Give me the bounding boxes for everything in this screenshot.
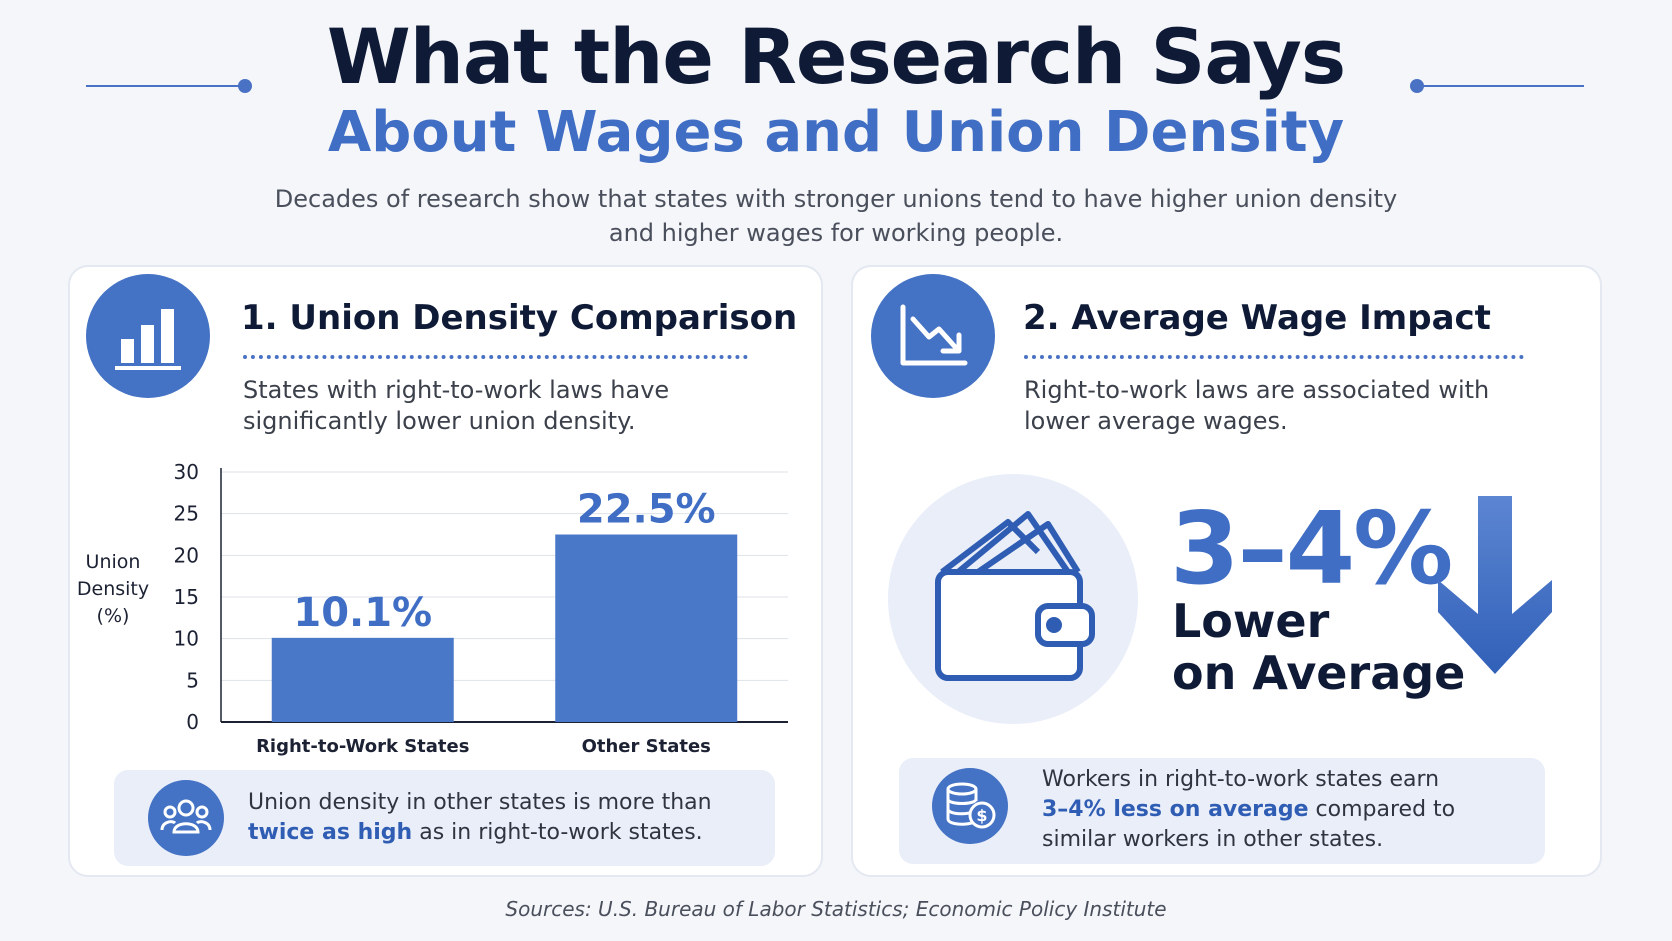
y-tick-label: 15 — [174, 585, 199, 609]
title-decoration-left-line — [86, 85, 244, 87]
wage-gap-value: 3–4% — [1170, 490, 1453, 607]
wage-gap-caption-line-1: Lower — [1172, 594, 1330, 648]
union-density-callout-highlight: twice as high — [248, 820, 413, 845]
y-tick-label: 5 — [186, 668, 199, 692]
page-title: What the Research Says — [326, 12, 1346, 101]
svg-text:$: $ — [976, 806, 987, 825]
sources-footnote: Sources: U.S. Bureau of Labor Statistics… — [505, 897, 1167, 921]
union-density-callout-line-1: Union density in other states is more th… — [248, 790, 712, 815]
wallet-icon — [888, 474, 1138, 724]
y-axis-label: Union — [86, 551, 141, 573]
wage-impact-desc-line-1: Right-to-work laws are associated with — [1024, 376, 1490, 404]
wage-impact-desc-line-2: lower average wages. — [1024, 407, 1288, 435]
union-density-callout — [114, 770, 775, 866]
wage-impact-callout-line-2: 3–4% less on average compared to — [1042, 795, 1542, 825]
y-tick-label: 10 — [174, 627, 199, 651]
bar — [555, 534, 738, 722]
x-tick-label: Other States — [582, 736, 711, 757]
y-tick-label: 20 — [174, 543, 199, 567]
wage-gap-caption: Lower on Average — [1172, 595, 1465, 699]
wage-impact-card-title: 2. Average Wage Impact — [1023, 298, 1491, 338]
wage-impact-callout-line-3: similar workers in other states. — [1042, 827, 1384, 852]
page-subtitle: About Wages and Union Density — [327, 100, 1345, 165]
wage-impact-callout-line-1: Workers in right-to-work states earn — [1042, 767, 1440, 792]
people-group-icon — [148, 780, 224, 856]
title-decoration-right-dot — [1410, 79, 1424, 93]
union-density-desc-line-2: significantly lower union density. — [243, 407, 636, 435]
bar-value-label: 10.1% — [293, 590, 432, 636]
union-density-desc-line-1: States with right-to-work laws have — [243, 376, 670, 404]
union-density-description: States with right-to-work laws have sign… — [243, 375, 669, 437]
bar-chart-icon — [86, 274, 210, 398]
union-density-callout-tail: as in right-to-work states. — [412, 820, 703, 845]
union-density-title-divider — [243, 355, 748, 359]
wage-impact-description: Right-to-work laws are associated with l… — [1024, 375, 1489, 437]
x-tick-label: Right-to-Work States — [256, 736, 469, 757]
y-tick-label: 25 — [174, 502, 199, 526]
wage-impact-callout-highlight: 3–4% less on average — [1042, 797, 1309, 822]
union-density-callout-text: Union density in other states is more th… — [248, 788, 758, 848]
bar — [271, 637, 454, 722]
wage-impact-callout-tail: compared to — [1308, 797, 1456, 822]
union-density-card-title: 1. Union Density Comparison — [241, 298, 798, 338]
title-decoration-left-dot — [238, 79, 252, 93]
bar-value-label: 22.5% — [577, 487, 716, 533]
y-axis-label: Density — [77, 578, 149, 600]
y-axis-label: (%) — [97, 605, 130, 627]
intro-line-2: and higher wages for working people. — [608, 219, 1064, 247]
wage-impact-callout-text: Workers in right-to-work states earn 3–4… — [1042, 765, 1542, 855]
down-arrow-icon — [1436, 494, 1554, 688]
wage-gap-caption-line-2: on Average — [1172, 646, 1466, 700]
intro-text: Decades of research show that states wit… — [200, 182, 1472, 250]
wage-impact-title-divider — [1024, 355, 1524, 359]
union-density-bar-chart: 0 5 10 15 20 25 30 Union Density (%) 10.1% Right-to… — [77, 460, 788, 757]
union-density-callout-line-2: twice as high as in right-to-work states… — [248, 818, 758, 848]
title-decoration-right-line — [1416, 85, 1584, 87]
coins-dollar-icon: $ — [932, 768, 1008, 844]
trend-down-icon — [871, 274, 995, 398]
y-tick-label: 0 — [186, 710, 199, 734]
intro-line-1: Decades of research show that states wit… — [274, 185, 1398, 213]
y-tick-label: 30 — [174, 460, 199, 484]
